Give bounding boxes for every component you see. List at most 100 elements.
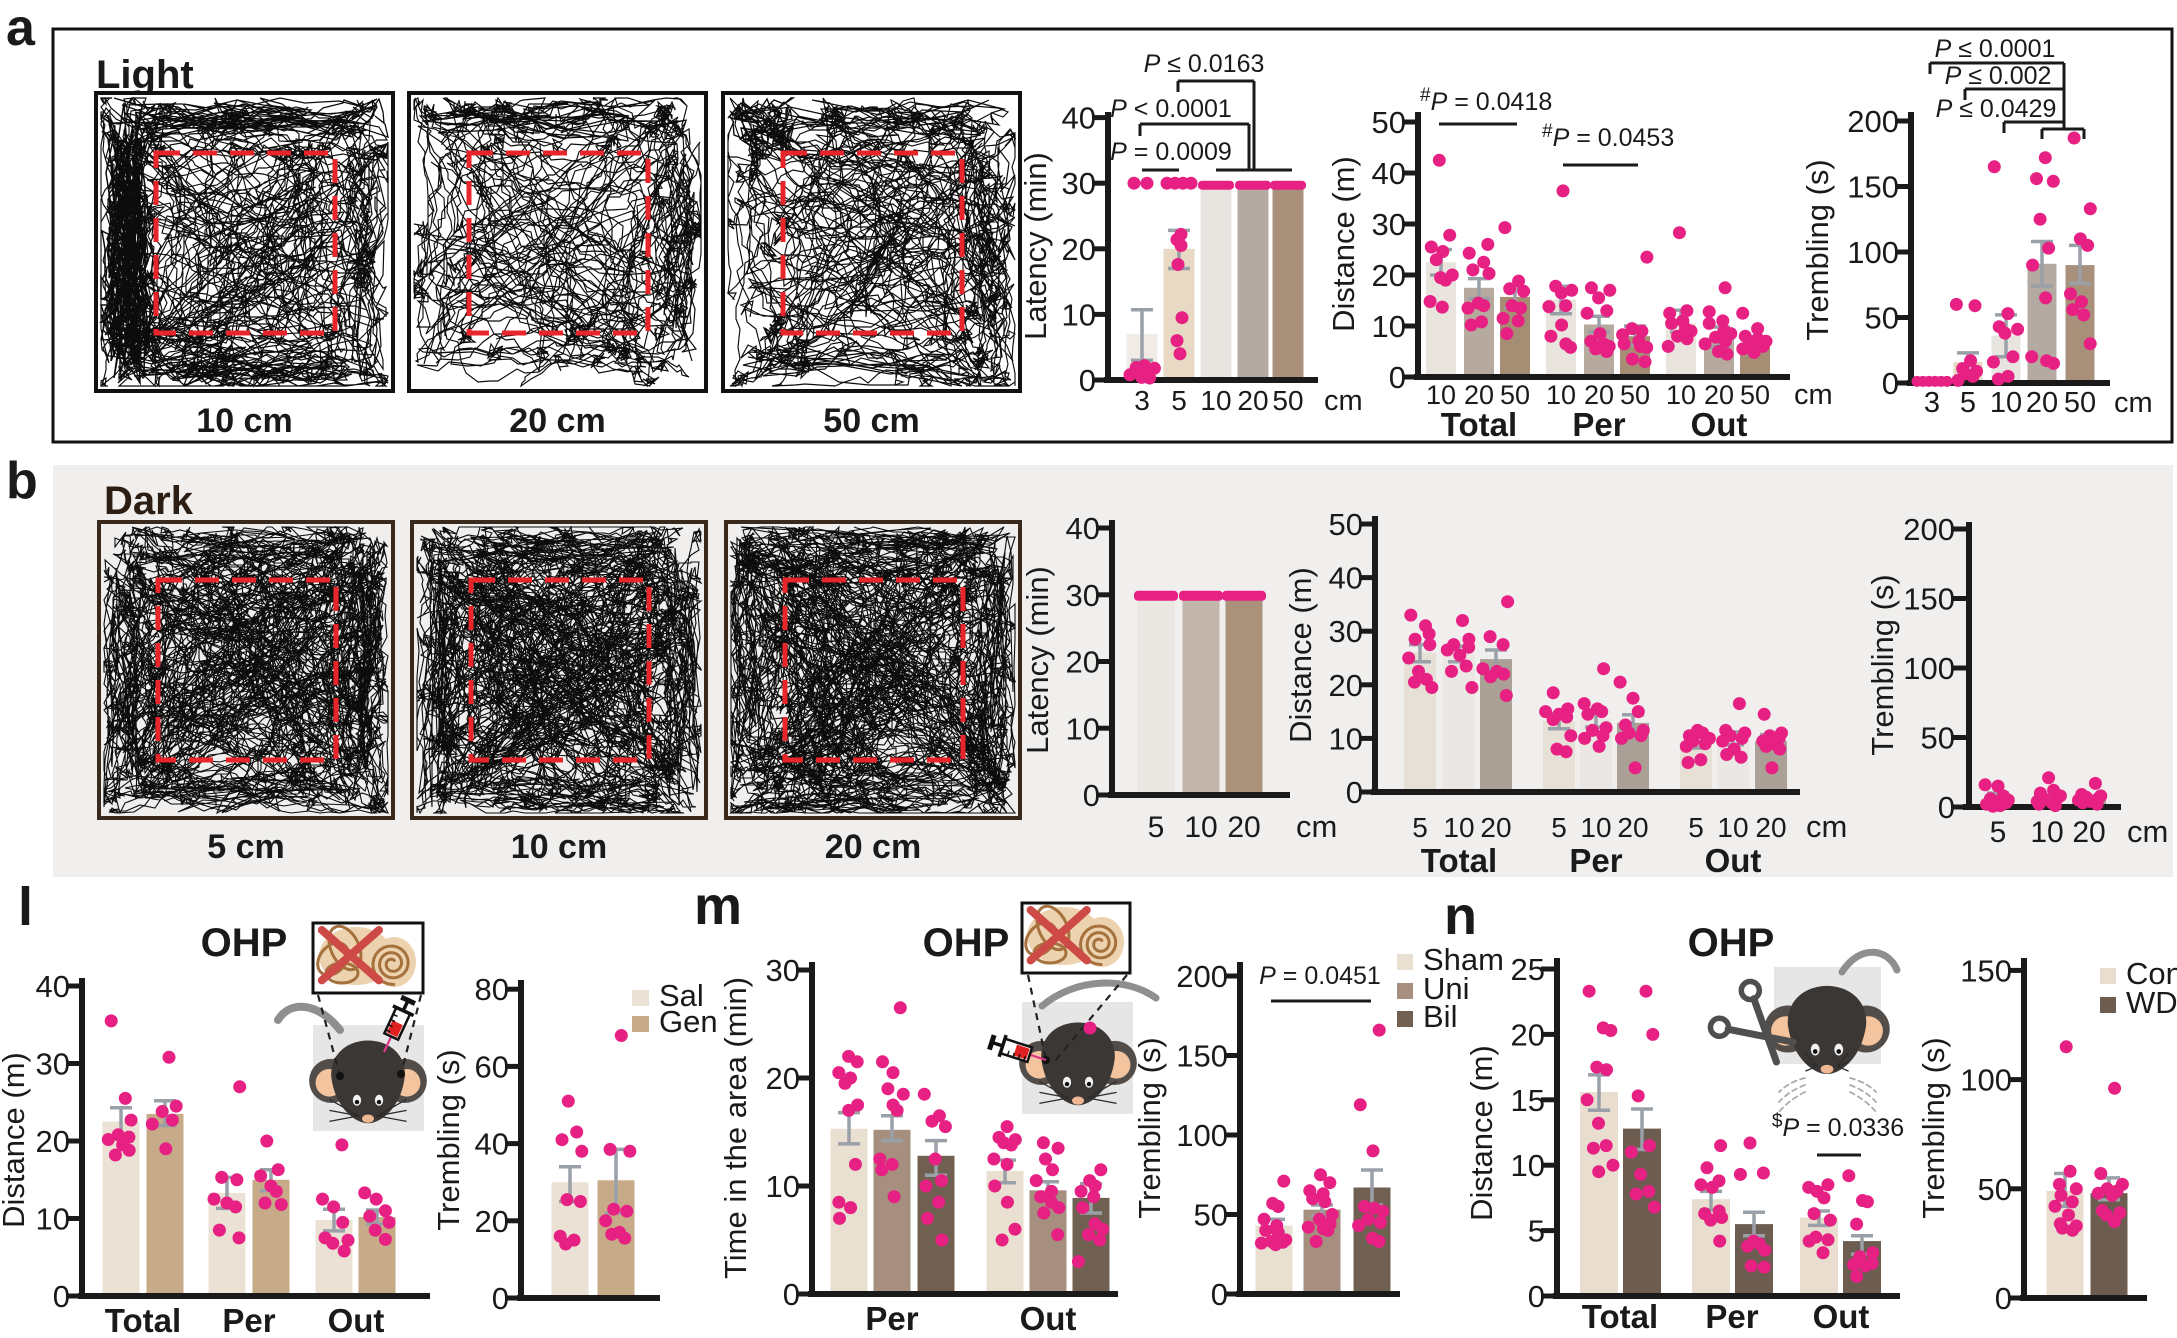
svg-text:P ≤ 0.0429: P ≤ 0.0429 — [1936, 95, 2057, 123]
svg-text:20: 20 — [2026, 387, 2058, 419]
svg-text:n: n — [1444, 886, 1477, 946]
svg-text:Gen: Gen — [659, 1004, 718, 1039]
svg-text:P = 0.0009: P = 0.0009 — [1110, 138, 1232, 166]
svg-text:20: 20 — [1617, 812, 1648, 843]
svg-text:40: 40 — [1372, 156, 1406, 191]
svg-text:30: 30 — [1066, 578, 1100, 613]
svg-text:OHP: OHP — [923, 921, 1010, 965]
svg-text:10: 10 — [766, 1169, 800, 1204]
svg-text:60: 60 — [475, 1049, 509, 1084]
svg-text:50 cm: 50 cm — [823, 402, 919, 440]
svg-text:b: b — [6, 452, 38, 510]
svg-text:50: 50 — [2064, 387, 2096, 419]
svg-text:cm: cm — [1324, 385, 1363, 417]
svg-text:40: 40 — [1329, 561, 1363, 596]
svg-text:25: 25 — [1511, 952, 1545, 987]
svg-text:50: 50 — [1921, 721, 1955, 756]
svg-text:Latency (min): Latency (min) — [1018, 152, 1053, 340]
svg-text:30: 30 — [766, 953, 800, 988]
svg-text:20: 20 — [1480, 812, 1511, 843]
svg-text:40: 40 — [36, 969, 70, 1004]
svg-text:50: 50 — [1740, 380, 1770, 410]
svg-text:20: 20 — [1227, 811, 1260, 844]
svg-text:P ≤ 0.0163: P ≤ 0.0163 — [1144, 50, 1265, 78]
svg-text:P ≤ 0.002: P ≤ 0.002 — [1945, 62, 2052, 90]
svg-text:5: 5 — [1528, 1214, 1545, 1249]
svg-text:Latency (min): Latency (min) — [1020, 566, 1055, 754]
svg-text:Sal: Sal — [659, 978, 704, 1013]
svg-text:Con: Con — [2126, 956, 2177, 991]
svg-text:50: 50 — [1620, 380, 1650, 410]
svg-text:Time in the area (min): Time in the area (min) — [718, 977, 753, 1279]
svg-text:Out: Out — [1691, 406, 1748, 443]
svg-text:Per: Per — [1705, 1298, 1758, 1335]
svg-text:Trembling (s): Trembling (s) — [1800, 159, 1835, 340]
svg-text:Total: Total — [1441, 406, 1517, 443]
svg-text:P < 0.0001: P < 0.0001 — [1110, 95, 1232, 123]
svg-text:200: 200 — [1847, 104, 1899, 139]
svg-text:10: 10 — [1990, 387, 2022, 419]
svg-text:20 cm: 20 cm — [825, 828, 921, 866]
svg-text:150: 150 — [1847, 170, 1899, 205]
svg-text:200: 200 — [1176, 959, 1228, 994]
svg-text:150: 150 — [1176, 1039, 1228, 1074]
svg-text:Trembling (s): Trembling (s) — [1916, 1037, 1951, 1218]
svg-text:Per: Per — [1569, 842, 1622, 879]
svg-text:10: 10 — [1511, 1148, 1545, 1183]
svg-text:OHP: OHP — [201, 921, 288, 965]
svg-text:Trembling (s): Trembling (s) — [431, 1049, 466, 1230]
svg-text:5 cm: 5 cm — [207, 828, 285, 866]
svg-text:50: 50 — [1272, 385, 1303, 416]
svg-text:Total: Total — [105, 1302, 181, 1338]
svg-text:Distance (m): Distance (m) — [0, 1052, 31, 1228]
svg-text:Light: Light — [96, 53, 194, 97]
svg-text:10: 10 — [1426, 380, 1456, 410]
svg-text:20: 20 — [1464, 380, 1494, 410]
svg-text:0: 0 — [1346, 775, 1363, 810]
svg-text:10: 10 — [1062, 297, 1096, 332]
svg-text:50: 50 — [1865, 301, 1899, 336]
svg-text:3: 3 — [1134, 385, 1150, 416]
svg-text:5: 5 — [1960, 387, 1976, 419]
svg-text:20: 20 — [1062, 232, 1096, 267]
svg-text:50: 50 — [1978, 1172, 2012, 1207]
svg-text:30: 30 — [1329, 614, 1363, 649]
svg-text:0: 0 — [1079, 363, 1096, 398]
svg-text:0: 0 — [1389, 360, 1406, 395]
svg-text:cm: cm — [2114, 387, 2153, 419]
svg-text:Sham: Sham — [1423, 942, 1504, 977]
svg-text:30: 30 — [1062, 166, 1096, 201]
svg-text:Per: Per — [222, 1302, 275, 1338]
svg-text:0: 0 — [1528, 1279, 1545, 1314]
svg-text:10: 10 — [2030, 816, 2063, 849]
svg-text:cm: cm — [1794, 379, 1833, 411]
svg-text:5: 5 — [1990, 816, 2007, 849]
svg-text:cm: cm — [2127, 814, 2168, 849]
svg-text:10: 10 — [1443, 812, 1474, 843]
svg-text:10 cm: 10 cm — [196, 402, 292, 440]
svg-text:0: 0 — [1882, 366, 1899, 401]
svg-text:Per: Per — [1572, 406, 1625, 443]
svg-text:100: 100 — [1847, 235, 1899, 270]
svg-text:20: 20 — [1755, 812, 1786, 843]
svg-text:0: 0 — [1938, 790, 1955, 825]
svg-text:Out: Out — [1813, 1298, 1870, 1335]
svg-text:Distance (m): Distance (m) — [1283, 567, 1318, 743]
svg-text:Out: Out — [1705, 842, 1762, 879]
svg-text:10: 10 — [1200, 385, 1231, 416]
svg-text:20: 20 — [1329, 668, 1363, 703]
svg-text:5: 5 — [1551, 812, 1567, 843]
svg-text:10: 10 — [1372, 309, 1406, 344]
svg-text:20: 20 — [1704, 380, 1734, 410]
svg-text:20: 20 — [1066, 645, 1100, 680]
svg-text:Dark: Dark — [104, 479, 194, 523]
svg-text:100: 100 — [1960, 1063, 2012, 1098]
svg-text:0: 0 — [1083, 778, 1100, 813]
svg-text:10: 10 — [1546, 380, 1576, 410]
svg-text:Bil: Bil — [1423, 999, 1457, 1034]
svg-text:Uni: Uni — [1423, 971, 1470, 1006]
svg-text:50: 50 — [1500, 380, 1530, 410]
svg-text:150: 150 — [1960, 953, 2012, 988]
svg-text:100: 100 — [1176, 1118, 1228, 1153]
svg-text:15: 15 — [1511, 1083, 1545, 1118]
